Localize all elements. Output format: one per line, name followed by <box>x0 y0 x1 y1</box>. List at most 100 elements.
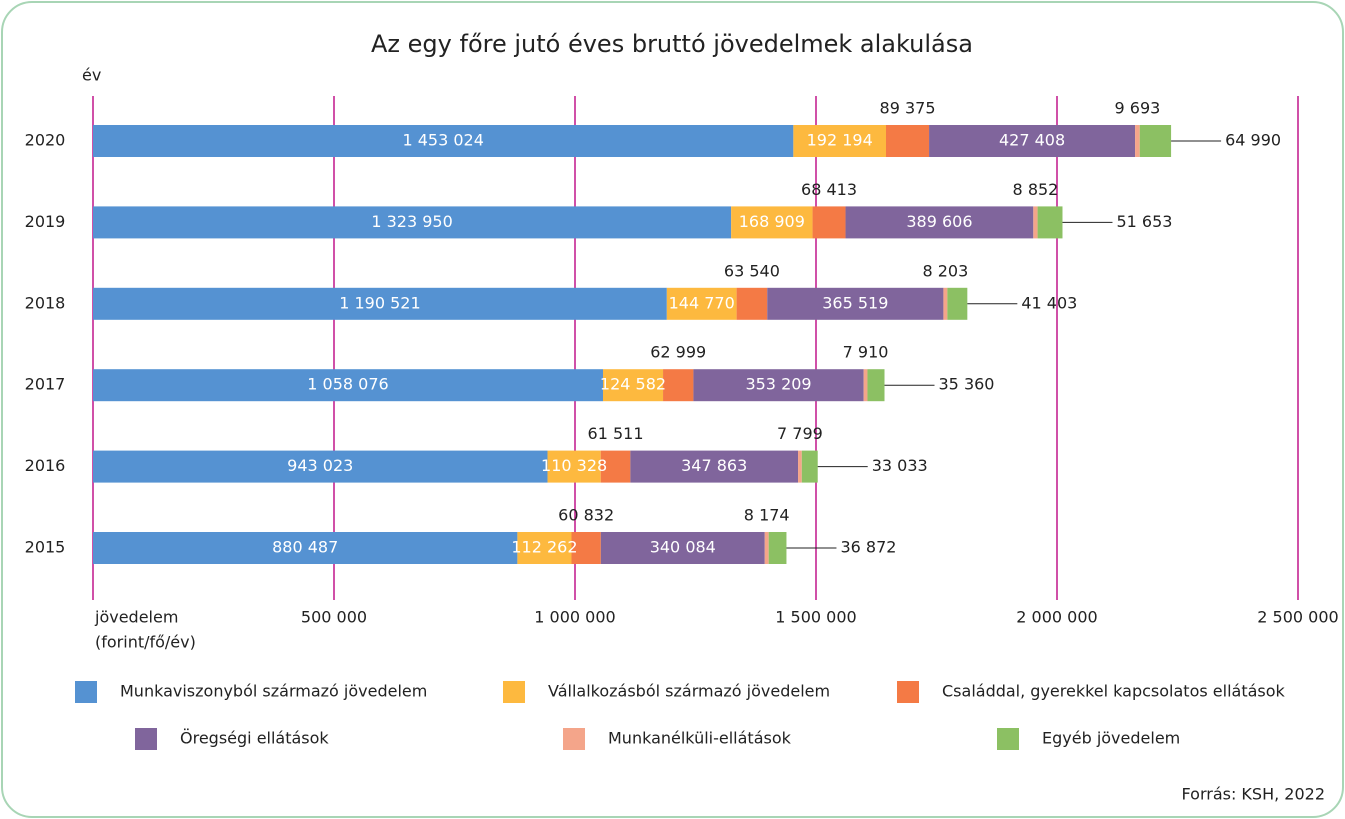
bar-segment <box>1037 206 1063 239</box>
bar-segment <box>863 369 868 402</box>
value-label: 8 174 <box>744 506 790 525</box>
value-label: 68 413 <box>801 180 857 199</box>
value-label: 63 540 <box>724 261 780 280</box>
legend-label: Munkaviszonyból származó jövedelem <box>120 682 427 701</box>
bar-segment <box>93 206 732 239</box>
legend-swatch <box>563 728 585 750</box>
bar-segment <box>1139 125 1172 157</box>
bar-segment <box>93 532 518 564</box>
value-label: 64 990 <box>1225 131 1281 150</box>
bar-segment <box>693 369 864 402</box>
x-axis-label: jövedelem <box>94 608 178 627</box>
legend-label: Családdal, gyerekkel kapcsolatos ellátás… <box>942 682 1286 701</box>
chart-title: Az egy főre jutó éves bruttó jövedelmek … <box>371 30 973 58</box>
legend-label: Egyéb jövedelem <box>1042 729 1180 748</box>
bar-segment <box>93 450 548 483</box>
bar-segment <box>812 206 846 239</box>
value-label: 124 582 <box>600 375 666 394</box>
value-label: 51 653 <box>1116 212 1172 231</box>
value-label: 60 832 <box>558 506 614 525</box>
value-label: 33 033 <box>872 456 928 475</box>
bar-segment <box>845 206 1034 239</box>
y-tick-label: 2017 <box>25 375 66 394</box>
value-label: 35 360 <box>939 375 995 394</box>
value-label: 9 693 <box>1115 99 1161 118</box>
value-label: 365 519 <box>822 293 888 312</box>
value-label: 168 909 <box>739 212 805 231</box>
bar-segment <box>731 206 813 239</box>
bar-segment <box>929 125 1136 157</box>
bar-segment <box>736 287 768 320</box>
value-label: 8 852 <box>1013 180 1059 199</box>
bar-segment <box>663 369 694 402</box>
value-label: 7 910 <box>843 343 889 362</box>
value-label: 110 328 <box>541 456 607 475</box>
bar-segment <box>547 450 601 483</box>
y-tick-label: 2019 <box>25 212 66 231</box>
x-tick-label: 1 500 000 <box>775 608 856 627</box>
value-label: 61 511 <box>588 424 644 443</box>
y-tick-label: 2020 <box>25 131 66 150</box>
value-label: 7 799 <box>777 424 823 443</box>
bar-segment <box>943 287 948 320</box>
legend-label: Öregségi ellátások <box>180 729 329 748</box>
bar-segment <box>600 450 631 483</box>
value-label: 880 487 <box>272 538 338 557</box>
value-label: 347 863 <box>681 456 747 475</box>
value-label: 1 190 521 <box>339 293 420 312</box>
bar-segment <box>798 450 802 483</box>
bar-segment <box>1033 206 1038 239</box>
bar-segment <box>885 125 930 157</box>
bar-segment <box>867 369 885 402</box>
value-label: 112 262 <box>511 538 577 557</box>
bar-segment <box>793 125 886 157</box>
legend-label: Vállalkozásból származó jövedelem <box>548 682 830 701</box>
source: Forrás: KSH, 2022 <box>1182 785 1325 804</box>
bar-segment <box>93 369 603 402</box>
value-label: 1 453 024 <box>402 131 483 150</box>
bar-segment <box>1135 125 1140 157</box>
bar-segment <box>93 125 794 157</box>
y-tick-label: 2016 <box>25 456 66 475</box>
bar-segment <box>93 287 667 320</box>
value-label: 427 408 <box>999 131 1065 150</box>
legend-swatch <box>897 681 919 703</box>
value-label: 8 203 <box>922 261 968 280</box>
bar-segment <box>602 369 664 402</box>
bar-segment <box>517 532 572 564</box>
x-tick-label: 500 000 <box>301 608 367 627</box>
bar-segment <box>947 287 968 320</box>
legend-swatch <box>75 681 97 703</box>
value-label: 192 194 <box>807 131 873 150</box>
bar-segment <box>801 450 818 483</box>
bar-segment <box>666 287 737 320</box>
value-label: 144 770 <box>669 293 735 312</box>
bar-segment <box>571 532 601 564</box>
value-label: 1 323 950 <box>371 212 452 231</box>
bar-segment <box>600 532 765 564</box>
y-tick-label: 2018 <box>25 293 66 312</box>
bar-segment <box>764 532 769 564</box>
value-label: 62 999 <box>650 343 706 362</box>
value-label: 389 606 <box>906 212 972 231</box>
value-label: 943 023 <box>287 456 353 475</box>
value-label: 41 403 <box>1021 293 1077 312</box>
bar-segment <box>768 532 787 564</box>
y-axis-label: év <box>82 66 101 85</box>
value-label: 353 209 <box>745 375 811 394</box>
legend-swatch <box>997 728 1019 750</box>
legend-label: Munkanélküli-ellátások <box>608 729 792 748</box>
x-tick-label: 2 000 000 <box>1016 608 1097 627</box>
value-label: 36 872 <box>840 538 896 557</box>
value-label: 340 084 <box>650 538 716 557</box>
bar-segment <box>767 287 944 320</box>
x-tick-label: 2 500 000 <box>1257 608 1338 627</box>
y-tick-label: 2015 <box>25 538 66 557</box>
value-label: 89 375 <box>880 99 936 118</box>
legend-swatch <box>503 681 525 703</box>
value-label: 1 058 076 <box>307 375 388 394</box>
x-tick-label: 1 000 000 <box>534 608 615 627</box>
x-axis-label: (forint/fő/év) <box>95 633 196 652</box>
